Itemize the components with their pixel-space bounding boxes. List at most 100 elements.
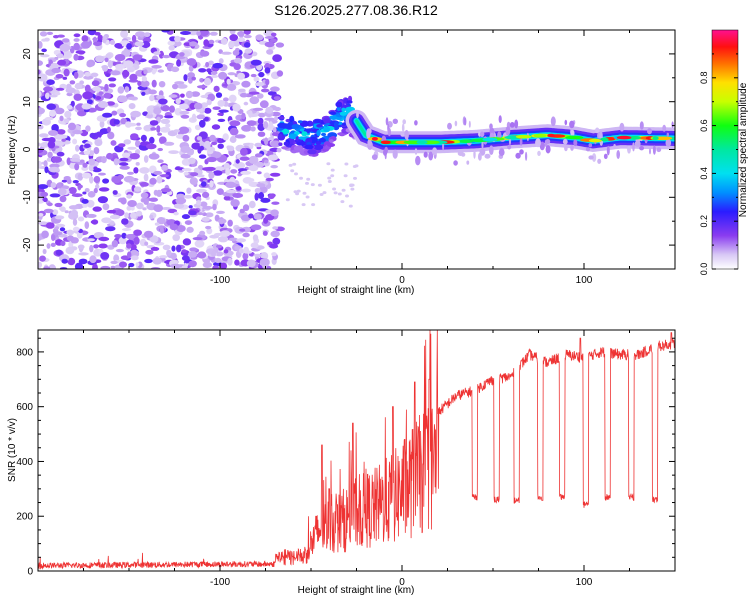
heatmap-cell <box>63 50 71 58</box>
heatmap-cell <box>414 148 418 155</box>
heatmap-cell <box>242 204 250 212</box>
heatmap-cell <box>98 172 106 176</box>
heatmap-cell <box>652 136 659 140</box>
heatmap-cell <box>184 220 193 226</box>
snr-panel: -100 0 100 0 200 400 600 800 Height of straight… <box>7 329 676 596</box>
heatmap-cell <box>153 51 161 56</box>
heatmap-cell <box>206 156 217 163</box>
heatmap-cell <box>79 80 85 85</box>
heatmap-cell <box>38 41 43 49</box>
heatmap-cell <box>133 167 139 174</box>
heatmap-cell <box>70 209 79 217</box>
heatmap-cell <box>52 209 59 215</box>
heatmap-cell <box>217 138 223 143</box>
heatmap-cell <box>261 88 270 93</box>
heatmap-cell <box>232 103 241 112</box>
heatmap-cell <box>254 153 263 158</box>
heatmap-cell <box>550 116 556 127</box>
heatmap-cell <box>146 143 157 150</box>
heatmap-cell <box>354 164 359 168</box>
heatmap-cell <box>60 206 66 212</box>
heatmap-cell <box>110 70 121 76</box>
heatmap-cell <box>185 90 193 99</box>
heatmap-cell <box>92 86 102 92</box>
heatmap-cell <box>289 115 295 123</box>
heatmap-cell <box>77 173 84 181</box>
heatmap-cell <box>202 191 210 198</box>
heatmap-cell <box>263 172 271 179</box>
heatmap-cell <box>210 71 218 75</box>
heatmap-cell <box>209 180 214 188</box>
heatmap-cell <box>321 132 327 137</box>
heatmap-cell <box>295 192 300 196</box>
heatmap-cell <box>249 142 254 150</box>
heatmap-cell <box>98 236 110 242</box>
heatmap-cell <box>114 54 126 62</box>
heatmap-cell <box>498 115 502 123</box>
heatmap-cell <box>38 199 44 204</box>
heatmap-cell <box>121 218 129 225</box>
heatmap-cell <box>161 105 170 112</box>
heatmap-cell <box>191 113 197 122</box>
heatmap-cell <box>498 148 505 156</box>
heatmap-cell <box>51 234 56 241</box>
heatmap-cell <box>313 144 324 151</box>
heatmap-cell <box>72 130 83 135</box>
heatmap-cell <box>246 259 256 268</box>
heatmap-cell <box>89 244 94 253</box>
heatmap-cell <box>180 153 191 159</box>
heatmap-cell <box>153 189 159 196</box>
heatmap-cell <box>38 60 43 66</box>
heatmap-cell <box>332 187 337 191</box>
heatmap-cell <box>160 118 171 124</box>
heatmap-cell <box>259 258 270 266</box>
heatmap-cell <box>169 223 179 231</box>
heatmap-cell <box>108 77 117 82</box>
heatmap-cell <box>254 142 263 148</box>
heatmap-cell <box>278 142 283 146</box>
heatmap-cell <box>98 91 104 95</box>
heatmap-cell <box>201 102 208 108</box>
heatmap-cell <box>296 189 301 193</box>
heatmap-cell <box>168 94 178 98</box>
heatmap-cell <box>97 196 108 204</box>
heatmap-cell <box>178 126 190 134</box>
heatmap-cell <box>109 39 116 45</box>
heatmap-cell <box>468 120 471 128</box>
heatmap-cell <box>39 255 46 262</box>
heatmap-cell <box>220 262 228 269</box>
heatmap-cell <box>204 107 212 114</box>
snr-ylabel: SNR (10 * v/v) <box>7 418 18 482</box>
heatmap-cell <box>156 125 161 133</box>
heatmap-cell <box>119 261 127 268</box>
heatmap-cell <box>203 39 210 47</box>
heatmap-cell <box>106 126 111 133</box>
heatmap-cell <box>44 37 50 42</box>
heatmap-cell <box>51 67 61 74</box>
heatmap-cell <box>178 52 185 57</box>
heatmap-cell <box>176 225 186 232</box>
heatmap-cell <box>189 177 198 186</box>
heatmap-cell <box>121 228 132 231</box>
heatmap-cell <box>210 151 222 159</box>
heatmap-cell <box>341 188 346 192</box>
heatmap-cell <box>666 132 669 137</box>
heatmap-cell <box>225 181 237 188</box>
heatmap-cell <box>102 35 107 44</box>
heatmap-cell <box>264 36 275 39</box>
heatmap-cell <box>535 138 541 148</box>
snr-ytick-label: 200 <box>16 512 33 523</box>
heatmap-cell <box>75 144 80 152</box>
heatmap-cell <box>276 127 284 131</box>
heatmap-cell <box>258 112 266 118</box>
heatmap-cell <box>337 192 342 196</box>
snr-axes: -100 0 100 0 200 400 600 800 <box>16 330 676 588</box>
heatmap-cell <box>72 226 80 232</box>
heatmap-cell <box>55 87 65 91</box>
heatmap-cell <box>153 107 162 115</box>
heatmap-cell <box>272 226 279 230</box>
heatmap-cell <box>671 121 674 128</box>
heatmap-cell <box>176 59 182 67</box>
heatmap-cell <box>235 186 242 191</box>
